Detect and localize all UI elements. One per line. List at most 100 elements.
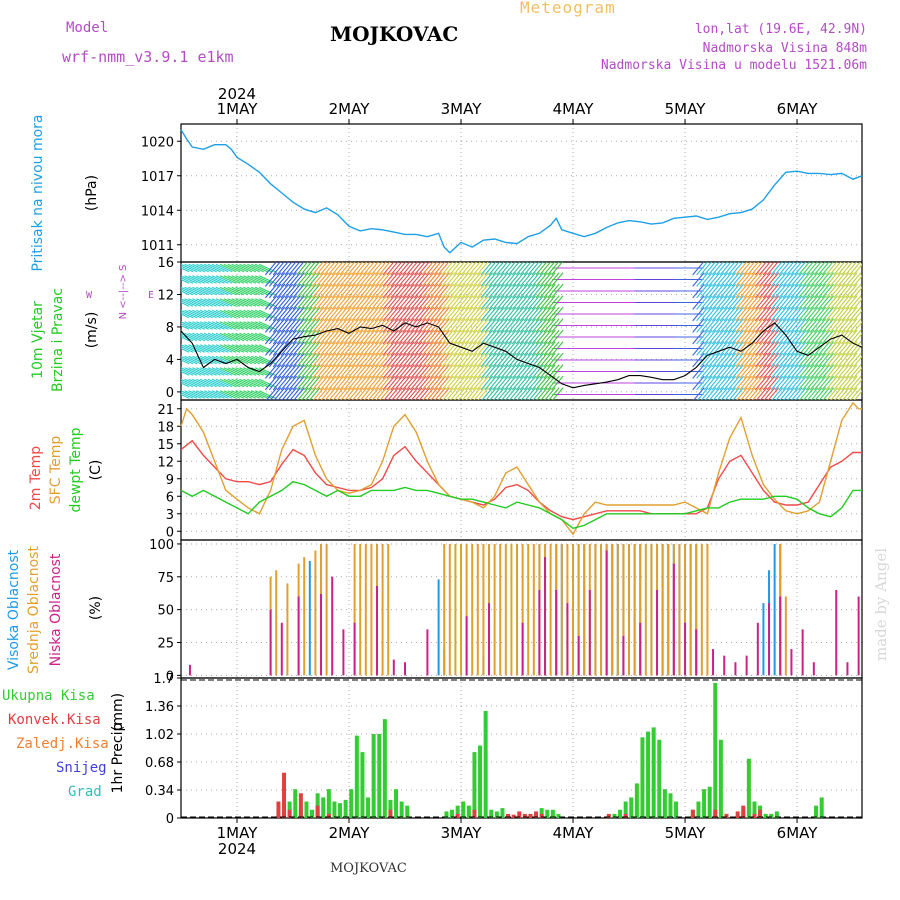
wind-arrow <box>219 275 237 284</box>
wind-arrow <box>343 262 356 276</box>
wind-arrow <box>219 332 237 342</box>
wind-arrow <box>265 387 278 400</box>
wind-arrow <box>508 341 521 356</box>
wind-arrow <box>774 272 788 287</box>
wind-arrow <box>704 283 717 299</box>
wind-arrow <box>464 364 478 379</box>
wind-arrow <box>805 352 819 368</box>
precip-bar <box>517 811 522 818</box>
wind-arrow <box>543 375 556 391</box>
y-tick-label: 1.36 <box>145 700 174 715</box>
wind-arrow <box>425 318 439 333</box>
wind-arrow <box>500 295 513 310</box>
wind-arrow <box>390 375 403 391</box>
wind-arrow <box>735 306 748 322</box>
wind-arrow <box>449 318 462 333</box>
wind-arrow <box>355 387 368 400</box>
wind-arrow <box>813 364 827 379</box>
wind-arrow <box>501 387 513 400</box>
wind-arrow <box>813 375 827 391</box>
wind-arrow <box>339 375 352 391</box>
precip-bar <box>769 813 774 818</box>
wind-arrow <box>378 262 391 276</box>
wind-arrow <box>308 262 321 276</box>
wind-arrow <box>693 387 705 400</box>
wind-arrow <box>472 272 486 287</box>
wind-arrow <box>417 272 431 287</box>
wind-arrow <box>472 306 486 322</box>
precip-bar <box>528 813 533 818</box>
wind-arrow <box>328 387 341 400</box>
wind-arrow <box>323 295 337 310</box>
wind-arrow <box>207 321 225 330</box>
wind-arrow <box>425 341 439 356</box>
wind-arrow <box>758 375 772 391</box>
wind-arrow <box>284 306 297 322</box>
wind-arrow <box>402 329 415 345</box>
wind-arrow <box>268 341 282 356</box>
wind-arrow <box>362 341 376 356</box>
wind-arrow <box>492 364 505 379</box>
wind-arrow <box>496 306 509 322</box>
wind-arrow <box>429 306 443 322</box>
wind-arrow <box>492 295 505 310</box>
wind-arrow <box>748 387 760 400</box>
wind-arrow <box>434 387 446 400</box>
wind-arrow <box>301 387 313 400</box>
wind-arrow <box>739 364 752 379</box>
wind-arrow <box>402 341 415 356</box>
wind-arrow <box>512 387 525 400</box>
wind-arrow <box>743 329 756 345</box>
wind-arrow <box>782 375 795 391</box>
wind-arrow <box>235 390 253 399</box>
wind-arrow <box>480 295 493 310</box>
wind-arrow <box>453 352 466 368</box>
temp-axis-label-sfc: SFC Temp <box>48 436 64 505</box>
wind-arrow <box>464 375 478 391</box>
precip-legend-item: Ukupna Kisa <box>2 688 95 704</box>
wind-arrow <box>821 341 835 356</box>
precip-bar <box>707 786 712 818</box>
wind-arrow <box>410 262 422 276</box>
wind-arrow <box>374 375 388 391</box>
wind-arrow <box>531 283 544 299</box>
panel-frame <box>180 677 863 819</box>
wind-arrow <box>515 272 529 287</box>
wind-arrow <box>247 275 264 284</box>
wind-arrow <box>231 298 249 307</box>
wind-arrow <box>251 286 268 296</box>
wind-arrow <box>304 341 317 356</box>
precip-axis-unit: (mm) <box>110 693 126 731</box>
wind-arrow <box>293 387 305 400</box>
wind-arrow <box>849 318 862 333</box>
wind-arrow <box>697 387 709 400</box>
wind-arrow <box>181 393 190 399</box>
cloud-axis-unit: (%) <box>88 596 104 620</box>
wind-arrow <box>355 283 368 299</box>
wind-arrow <box>751 364 764 379</box>
precip-bar <box>506 813 511 818</box>
wind-arrow <box>421 364 435 379</box>
wind-arrow <box>323 318 337 333</box>
pressure-line-pritisak-na-nivou-mora <box>180 129 863 254</box>
wind-arrow <box>852 309 862 322</box>
wind-arrow <box>410 272 423 287</box>
wind-arrow <box>268 364 282 379</box>
wind-arrow <box>247 344 264 353</box>
wind-arrow <box>426 387 439 400</box>
wind-arrow <box>837 352 850 368</box>
wind-arrow <box>235 344 253 353</box>
wind-arrow <box>429 272 443 287</box>
wind-arrow <box>184 275 202 284</box>
wind-arrow <box>382 364 395 379</box>
y-tick-label: 0.34 <box>145 784 174 799</box>
wind-arrow <box>215 321 233 330</box>
wind-arrow <box>453 318 466 333</box>
wind-arrow <box>457 306 470 322</box>
wind-arrow <box>715 329 729 345</box>
wind-arrow <box>735 262 748 276</box>
wind-arrow <box>813 306 827 322</box>
wind-arrow <box>312 318 325 333</box>
precip-bar <box>702 789 707 818</box>
